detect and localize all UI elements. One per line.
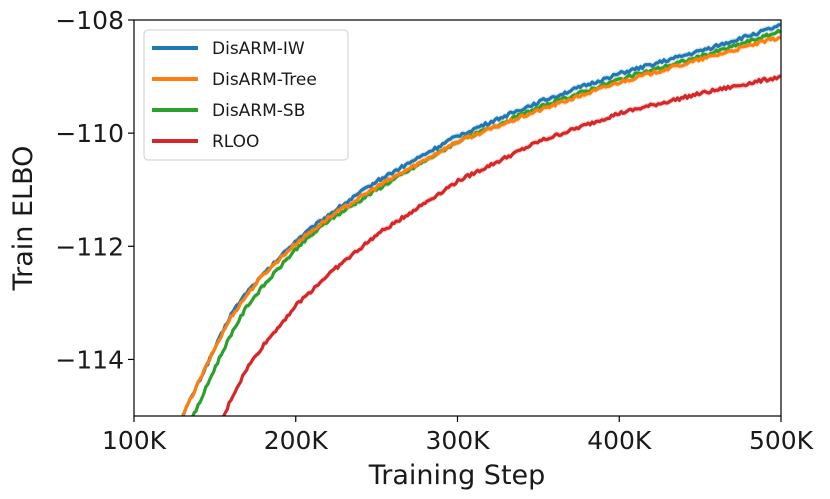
legend-label: RLOO — [212, 132, 259, 152]
x-tick-label: 300K — [425, 426, 490, 455]
y-tick-label: −112 — [55, 232, 124, 261]
y-axis-label: Train ELBO — [8, 146, 39, 292]
y-tick-label: −110 — [55, 119, 124, 148]
x-tick-label: 400K — [587, 426, 652, 455]
legend-label: DisARM-Tree — [212, 70, 317, 90]
x-tick-label: 100K — [102, 426, 167, 455]
legend-label: DisARM-SB — [212, 101, 305, 121]
x-axis: 100K 200K 300K 400K 500K — [102, 416, 814, 455]
x-axis-label: Training Step — [368, 460, 546, 491]
y-tick-label: −108 — [55, 6, 124, 35]
series-line-2 — [191, 28, 781, 416]
legend: DisARM-IW DisARM-Tree DisARM-SB RLOO — [143, 29, 349, 161]
series-layer — [181, 21, 781, 416]
legend-label: DisARM-IW — [212, 39, 305, 59]
y-axis: −114 −112 −110 −108 — [55, 6, 134, 374]
series-line-1 — [181, 35, 781, 416]
legend-box — [143, 29, 349, 161]
x-tick-label: 200K — [264, 426, 329, 455]
series-line-3 — [221, 74, 781, 416]
y-tick-label: −114 — [55, 345, 124, 374]
x-tick-label: 500K — [749, 426, 814, 455]
